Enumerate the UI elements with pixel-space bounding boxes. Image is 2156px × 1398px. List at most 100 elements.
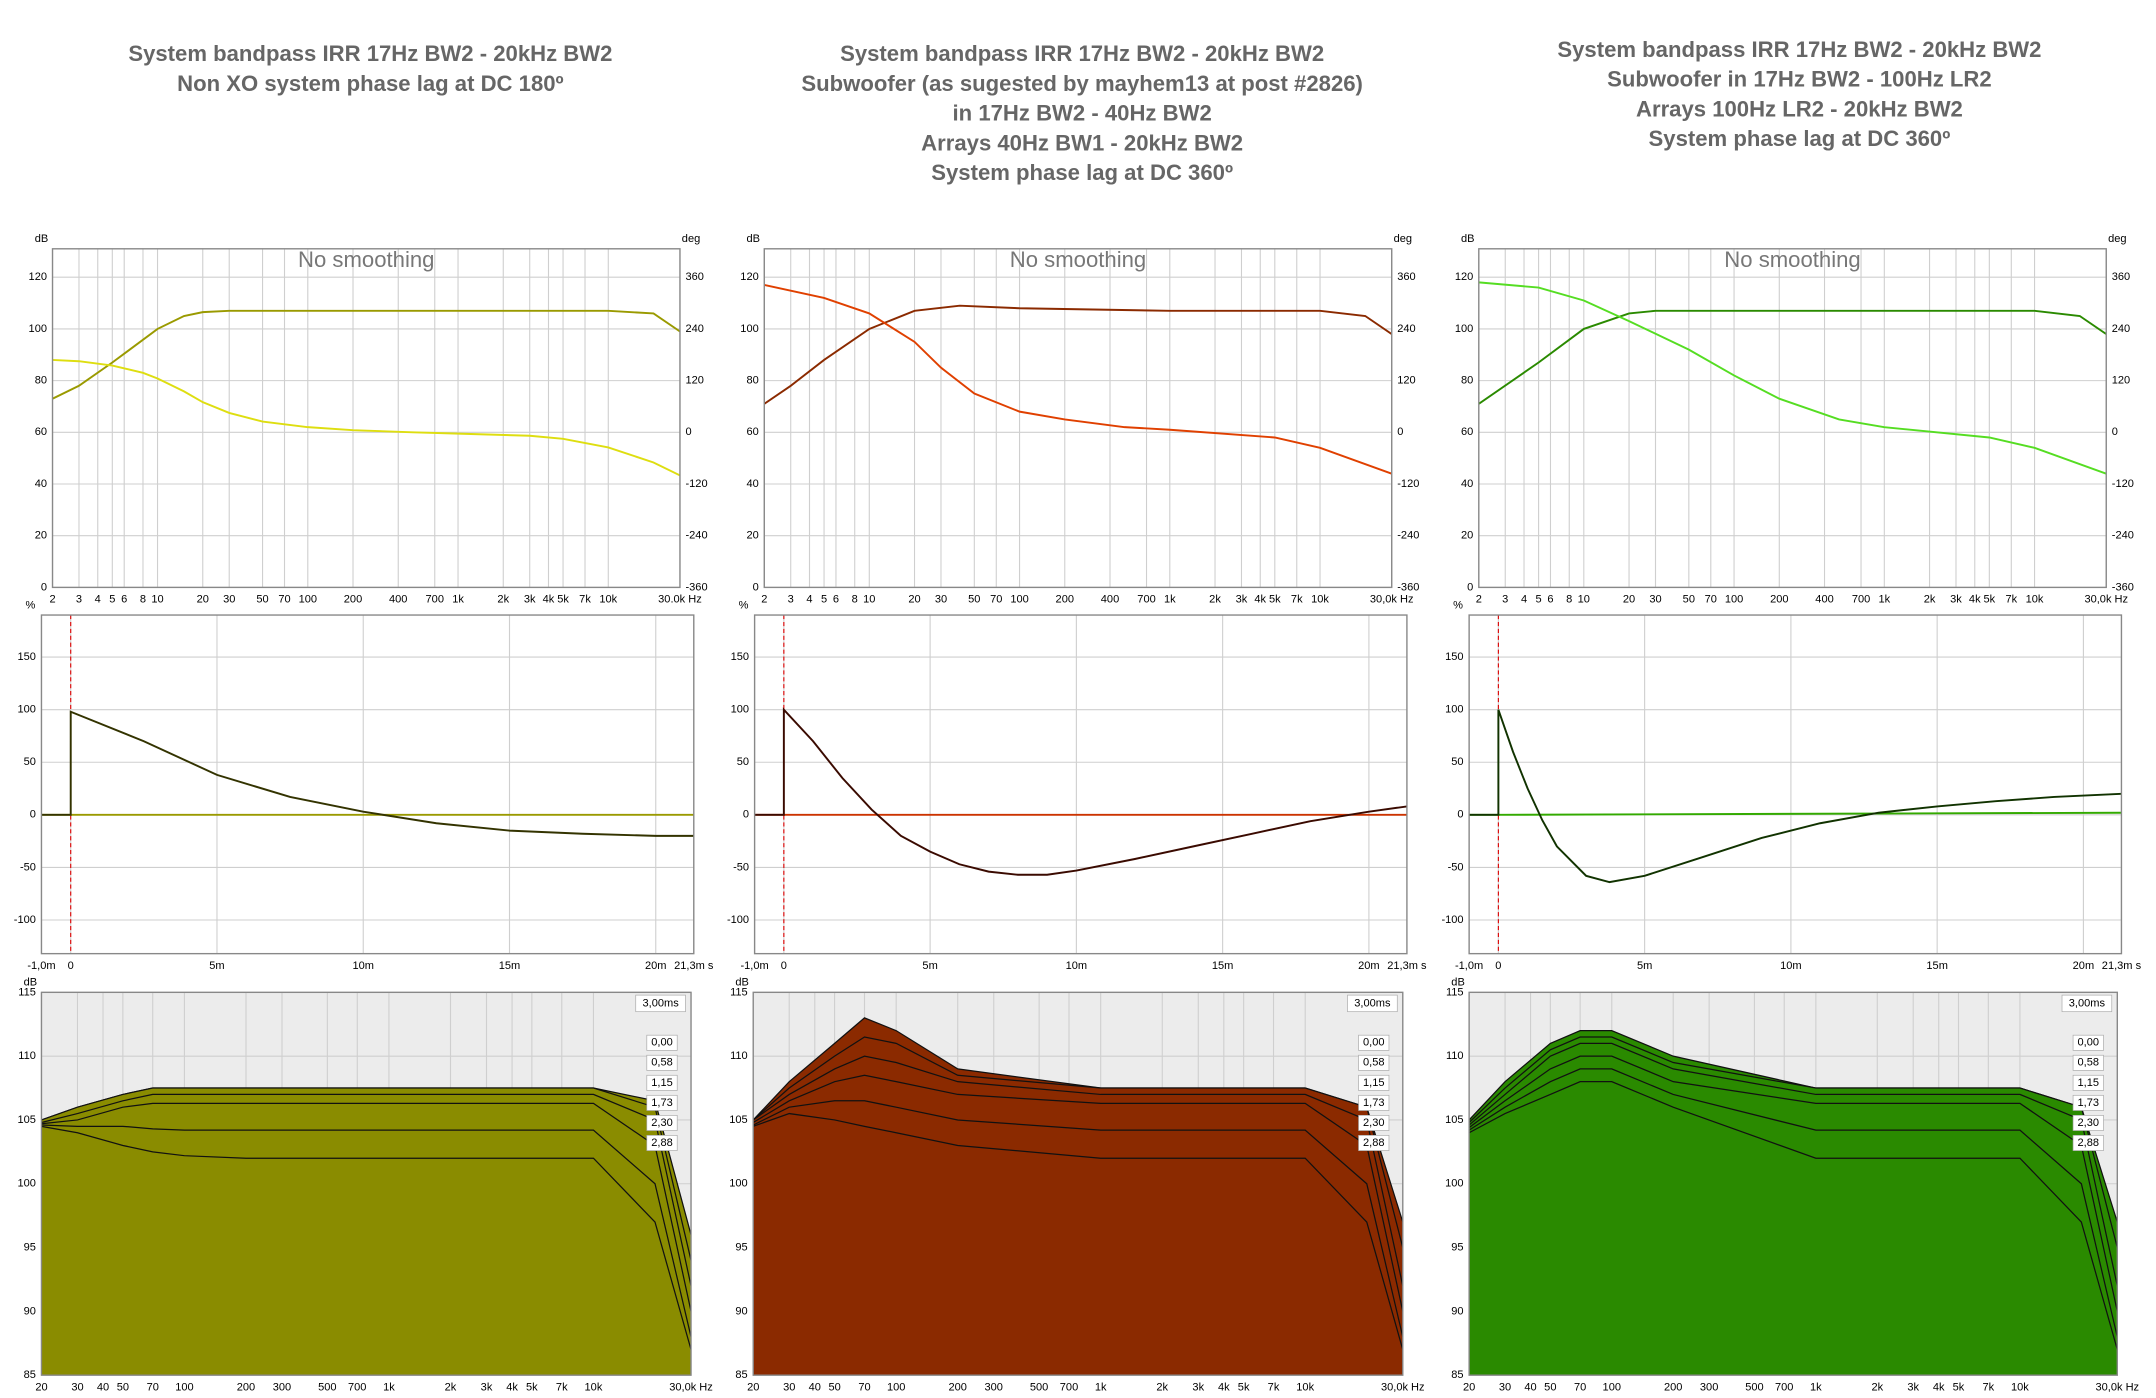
x-tick-label: 8 <box>1566 594 1572 606</box>
slice-label-box <box>646 1034 678 1051</box>
chart-panel: System bandpass IRR 17Hz BW2 - 20kHz BW2… <box>740 41 1419 606</box>
plot-border <box>40 991 692 1376</box>
x-tick-label: 30,0k Hz <box>2084 594 2128 606</box>
y2-tick-label: 0 <box>685 426 691 438</box>
x-tick-label: 700 <box>1137 594 1155 606</box>
x-tick-label: 8 <box>852 594 858 606</box>
slice-label-box <box>646 1074 678 1091</box>
y2-tick-label: -120 <box>685 478 707 490</box>
x-tick-label: 5 <box>821 594 827 606</box>
x-tick-label: 30 <box>783 1382 795 1394</box>
x-tick-label: 6 <box>833 594 839 606</box>
slice-label-box <box>646 1094 678 1111</box>
slice-label-box <box>646 1135 678 1151</box>
chart-panel: 20 30 40 50 70 100 200 300 500 700 1k 2k 3k 4k 5k 7k 10k… <box>729 977 1424 1394</box>
y-tick-label: 150 <box>731 651 749 663</box>
slice-label: 1,15 <box>1363 1077 1385 1089</box>
y2-tick-label: 360 <box>1397 271 1415 283</box>
x-tick-label: 5 <box>109 594 115 606</box>
x-tick-label: 7k <box>1268 1382 1280 1394</box>
x-tick-label: 20 <box>197 594 209 606</box>
y2-tick-label: 360 <box>2112 271 2130 283</box>
slice-label-box <box>2072 1114 2104 1131</box>
slice-label: 0,58 <box>1363 1057 1385 1069</box>
x-tick-label: 20m <box>2073 960 2095 972</box>
y-tick-label: 150 <box>17 651 35 663</box>
x-tick-label: 5k <box>1269 594 1281 606</box>
chart-panel: -1,0m 0 5m 10m 15m 20m 21,3m s -100 -50 0 50 100 150… <box>14 599 714 972</box>
x-tick-label: 4k <box>543 594 555 606</box>
x-tick-label: 5 <box>1536 594 1542 606</box>
x-tick-label: 10m <box>352 960 374 972</box>
x-tick-label: 2k <box>1924 594 1936 606</box>
y-tick-label: -100 <box>1441 914 1463 926</box>
chart-panel: 20 30 40 50 70 100 200 300 500 700 1k 2k 3k 4k 5k 7k 10k… <box>1445 977 2139 1394</box>
slice-label-box <box>1358 1034 1390 1051</box>
slice-label-box <box>2072 1094 2104 1111</box>
plot-border <box>753 614 1408 955</box>
x-tick-label: 70 <box>858 1382 870 1394</box>
slice-label-box <box>1358 1054 1390 1071</box>
slice-label-box <box>1358 1094 1390 1111</box>
y-tick-label: 85 <box>735 1369 747 1381</box>
plot-background <box>754 615 1407 954</box>
x-tick-label: 100 <box>887 1382 905 1394</box>
x-tick-label: 5k <box>1238 1382 1250 1394</box>
y2-tick-label: -240 <box>685 530 707 542</box>
y-tick-label: 115 <box>730 986 748 998</box>
y-tick-label: 100 <box>1455 323 1473 335</box>
slice-label: 2,88 <box>2078 1137 2100 1149</box>
x-tick-label: 7k <box>2005 594 2017 606</box>
x-tick-label: 30 <box>1649 594 1661 606</box>
x-tick-label: 0 <box>68 960 74 972</box>
y-tick-label: 105 <box>729 1114 747 1126</box>
x-tick-label: 70 <box>1574 1382 1586 1394</box>
y-tick-label: 80 <box>746 375 758 387</box>
x-tick-label: 20 <box>1463 1382 1475 1394</box>
x-tick-label: 200 <box>237 1382 255 1394</box>
chart-panel: System bandpass IRR 17Hz BW2 - 20kHz BW2… <box>1455 37 2134 606</box>
series-line <box>764 284 1392 475</box>
annotation: No smoothing <box>1724 247 1860 272</box>
y-tick-label: 120 <box>1455 271 1473 283</box>
x-tick-label: 20m <box>1358 960 1380 972</box>
y-axis-label: dB <box>735 977 749 989</box>
slice-line <box>41 1093 692 1286</box>
annotation: No smoothing <box>1010 247 1146 272</box>
slice-line <box>1469 1055 2118 1312</box>
x-tick-label: 30,0k Hz <box>669 1382 713 1394</box>
slice-label-box <box>1358 1074 1390 1091</box>
x-tick-label: -1,0m <box>1455 960 1483 972</box>
y-axis-label: dB <box>1461 233 1475 245</box>
slice-line <box>41 1102 692 1312</box>
slice-label: 0,58 <box>651 1057 673 1069</box>
y2-tick-label: 120 <box>1397 375 1415 387</box>
series-line <box>41 710 694 837</box>
slice-label: 2,30 <box>651 1117 673 1129</box>
y-tick-label: -50 <box>733 861 749 873</box>
x-tick-label: 30,0k Hz <box>1381 1382 1425 1394</box>
y-tick-label: 100 <box>740 323 758 335</box>
series-line <box>52 309 680 400</box>
x-tick-label: 100 <box>1725 594 1743 606</box>
x-tick-label: 15m <box>1212 960 1234 972</box>
x-tick-label: 10k <box>1296 1382 1314 1394</box>
x-tick-label: 4k <box>1933 1382 1945 1394</box>
y-tick-label: 100 <box>1445 1178 1463 1190</box>
x-tick-label: 200 <box>1664 1382 1682 1394</box>
slice-area <box>1469 1081 2118 1376</box>
y2-tick-label: 120 <box>2112 375 2130 387</box>
x-tick-label: 15m <box>1926 960 1948 972</box>
slice-label-box <box>646 1114 678 1131</box>
y-tick-label: 20 <box>746 530 758 542</box>
series-line <box>754 707 1407 876</box>
x-tick-label: 2 <box>1476 594 1482 606</box>
y2-tick-label: -120 <box>1397 478 1419 490</box>
series-line <box>1478 281 2107 475</box>
x-tick-label: 7k <box>579 594 591 606</box>
x-tick-label: 30 <box>71 1382 83 1394</box>
y-tick-label: 40 <box>1461 478 1473 490</box>
slice-label-box <box>1358 1114 1390 1131</box>
x-tick-label: 30,0k Hz <box>2095 1382 2139 1394</box>
x-tick-label: 400 <box>389 594 407 606</box>
